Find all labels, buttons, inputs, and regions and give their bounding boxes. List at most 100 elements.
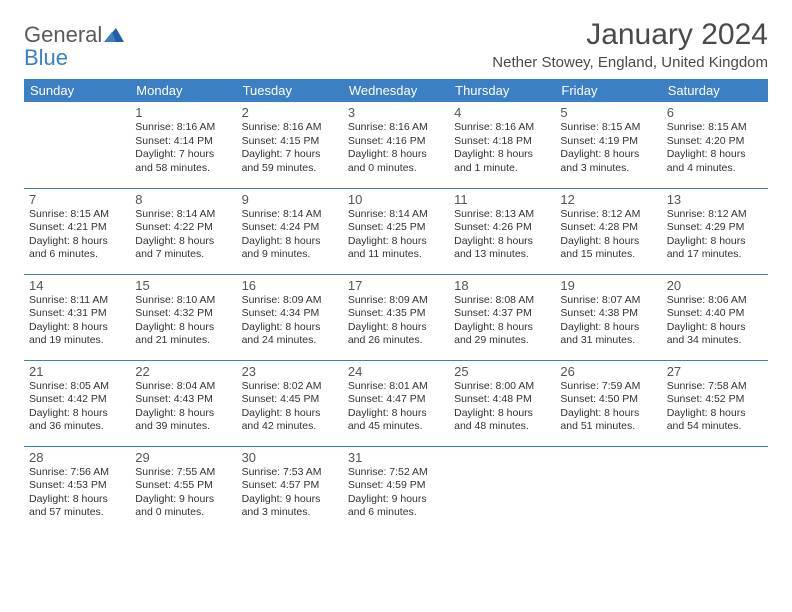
sunrise-text: Sunrise: 8:15 AM xyxy=(667,121,763,135)
brand-name-a: General xyxy=(24,22,102,47)
daylight-text: Daylight: 8 hours and 19 minutes. xyxy=(29,321,125,348)
sunrise-text: Sunrise: 8:06 AM xyxy=(667,294,763,308)
calendar-day-cell: 31Sunrise: 7:52 AMSunset: 4:59 PMDayligh… xyxy=(343,446,449,532)
day-header: Saturday xyxy=(662,79,768,102)
day-header: Monday xyxy=(130,79,236,102)
sunrise-text: Sunrise: 7:56 AM xyxy=(29,466,125,480)
sunrise-text: Sunrise: 8:16 AM xyxy=(348,121,444,135)
calendar-empty-cell xyxy=(555,446,661,532)
sunset-text: Sunset: 4:31 PM xyxy=(29,307,125,321)
sunset-text: Sunset: 4:24 PM xyxy=(242,221,338,235)
sunset-text: Sunset: 4:59 PM xyxy=(348,479,444,493)
day-info: Sunrise: 7:59 AMSunset: 4:50 PMDaylight:… xyxy=(560,380,656,435)
calendar-day-cell: 14Sunrise: 8:11 AMSunset: 4:31 PMDayligh… xyxy=(24,274,130,360)
calendar-week-row: 21Sunrise: 8:05 AMSunset: 4:42 PMDayligh… xyxy=(24,360,768,446)
calendar-day-cell: 6Sunrise: 8:15 AMSunset: 4:20 PMDaylight… xyxy=(662,102,768,188)
brand-logo: General Blue xyxy=(24,24,124,70)
sunrise-text: Sunrise: 7:58 AM xyxy=(667,380,763,394)
calendar-week-row: 28Sunrise: 7:56 AMSunset: 4:53 PMDayligh… xyxy=(24,446,768,532)
sunrise-text: Sunrise: 7:55 AM xyxy=(135,466,231,480)
day-info: Sunrise: 8:16 AMSunset: 4:15 PMDaylight:… xyxy=(242,121,338,176)
daylight-text: Daylight: 8 hours and 42 minutes. xyxy=(242,407,338,434)
daylight-text: Daylight: 8 hours and 13 minutes. xyxy=(454,235,550,262)
day-info: Sunrise: 7:52 AMSunset: 4:59 PMDaylight:… xyxy=(348,466,444,521)
day-info: Sunrise: 8:05 AMSunset: 4:42 PMDaylight:… xyxy=(29,380,125,435)
location-text: Nether Stowey, England, United Kingdom xyxy=(492,54,768,71)
day-info: Sunrise: 8:04 AMSunset: 4:43 PMDaylight:… xyxy=(135,380,231,435)
sunrise-text: Sunrise: 8:09 AM xyxy=(242,294,338,308)
daylight-text: Daylight: 8 hours and 48 minutes. xyxy=(454,407,550,434)
day-info: Sunrise: 7:55 AMSunset: 4:55 PMDaylight:… xyxy=(135,466,231,521)
sunrise-text: Sunrise: 8:16 AM xyxy=(454,121,550,135)
day-number: 5 xyxy=(560,105,656,120)
calendar-day-cell: 3Sunrise: 8:16 AMSunset: 4:16 PMDaylight… xyxy=(343,102,449,188)
day-number: 18 xyxy=(454,278,550,293)
calendar-day-cell: 5Sunrise: 8:15 AMSunset: 4:19 PMDaylight… xyxy=(555,102,661,188)
calendar-day-cell: 29Sunrise: 7:55 AMSunset: 4:55 PMDayligh… xyxy=(130,446,236,532)
daylight-text: Daylight: 9 hours and 0 minutes. xyxy=(135,493,231,520)
sunset-text: Sunset: 4:47 PM xyxy=(348,393,444,407)
sunrise-text: Sunrise: 8:02 AM xyxy=(242,380,338,394)
sunset-text: Sunset: 4:20 PM xyxy=(667,135,763,149)
day-number: 7 xyxy=(29,192,125,207)
sunrise-text: Sunrise: 8:12 AM xyxy=(560,208,656,222)
day-info: Sunrise: 7:58 AMSunset: 4:52 PMDaylight:… xyxy=(667,380,763,435)
sunrise-text: Sunrise: 8:04 AM xyxy=(135,380,231,394)
sunset-text: Sunset: 4:28 PM xyxy=(560,221,656,235)
daylight-text: Daylight: 9 hours and 6 minutes. xyxy=(348,493,444,520)
sunset-text: Sunset: 4:45 PM xyxy=(242,393,338,407)
day-info: Sunrise: 8:11 AMSunset: 4:31 PMDaylight:… xyxy=(29,294,125,349)
sunset-text: Sunset: 4:43 PM xyxy=(135,393,231,407)
calendar-week-row: 7Sunrise: 8:15 AMSunset: 4:21 PMDaylight… xyxy=(24,188,768,274)
day-info: Sunrise: 8:10 AMSunset: 4:32 PMDaylight:… xyxy=(135,294,231,349)
day-header: Thursday xyxy=(449,79,555,102)
calendar-day-cell: 15Sunrise: 8:10 AMSunset: 4:32 PMDayligh… xyxy=(130,274,236,360)
calendar-day-cell: 4Sunrise: 8:16 AMSunset: 4:18 PMDaylight… xyxy=(449,102,555,188)
day-number: 2 xyxy=(242,105,338,120)
day-info: Sunrise: 8:14 AMSunset: 4:25 PMDaylight:… xyxy=(348,208,444,263)
calendar-day-cell: 27Sunrise: 7:58 AMSunset: 4:52 PMDayligh… xyxy=(662,360,768,446)
day-number: 28 xyxy=(29,450,125,465)
daylight-text: Daylight: 8 hours and 6 minutes. xyxy=(29,235,125,262)
daylight-text: Daylight: 8 hours and 24 minutes. xyxy=(242,321,338,348)
day-info: Sunrise: 8:09 AMSunset: 4:34 PMDaylight:… xyxy=(242,294,338,349)
calendar-table: SundayMondayTuesdayWednesdayThursdayFrid… xyxy=(24,79,768,532)
sunrise-text: Sunrise: 8:14 AM xyxy=(135,208,231,222)
day-info: Sunrise: 7:53 AMSunset: 4:57 PMDaylight:… xyxy=(242,466,338,521)
sunrise-text: Sunrise: 8:08 AM xyxy=(454,294,550,308)
day-info: Sunrise: 8:09 AMSunset: 4:35 PMDaylight:… xyxy=(348,294,444,349)
day-number: 22 xyxy=(135,364,231,379)
sunset-text: Sunset: 4:52 PM xyxy=(667,393,763,407)
day-number: 30 xyxy=(242,450,338,465)
calendar-body: 1Sunrise: 8:16 AMSunset: 4:14 PMDaylight… xyxy=(24,102,768,532)
sunrise-text: Sunrise: 8:01 AM xyxy=(348,380,444,394)
daylight-text: Daylight: 8 hours and 7 minutes. xyxy=(135,235,231,262)
day-info: Sunrise: 7:56 AMSunset: 4:53 PMDaylight:… xyxy=(29,466,125,521)
day-info: Sunrise: 8:02 AMSunset: 4:45 PMDaylight:… xyxy=(242,380,338,435)
daylight-text: Daylight: 8 hours and 45 minutes. xyxy=(348,407,444,434)
day-number: 26 xyxy=(560,364,656,379)
daylight-text: Daylight: 8 hours and 4 minutes. xyxy=(667,148,763,175)
day-info: Sunrise: 8:14 AMSunset: 4:24 PMDaylight:… xyxy=(242,208,338,263)
day-header: Wednesday xyxy=(343,79,449,102)
daylight-text: Daylight: 8 hours and 1 minute. xyxy=(454,148,550,175)
daylight-text: Daylight: 7 hours and 59 minutes. xyxy=(242,148,338,175)
day-info: Sunrise: 8:15 AMSunset: 4:20 PMDaylight:… xyxy=(667,121,763,176)
calendar-empty-cell xyxy=(449,446,555,532)
calendar-day-cell: 18Sunrise: 8:08 AMSunset: 4:37 PMDayligh… xyxy=(449,274,555,360)
daylight-text: Daylight: 8 hours and 31 minutes. xyxy=(560,321,656,348)
calendar-day-cell: 12Sunrise: 8:12 AMSunset: 4:28 PMDayligh… xyxy=(555,188,661,274)
day-header: Friday xyxy=(555,79,661,102)
day-info: Sunrise: 8:16 AMSunset: 4:16 PMDaylight:… xyxy=(348,121,444,176)
calendar-day-cell: 8Sunrise: 8:14 AMSunset: 4:22 PMDaylight… xyxy=(130,188,236,274)
sunrise-text: Sunrise: 8:07 AM xyxy=(560,294,656,308)
daylight-text: Daylight: 8 hours and 17 minutes. xyxy=(667,235,763,262)
day-info: Sunrise: 8:16 AMSunset: 4:14 PMDaylight:… xyxy=(135,121,231,176)
sunset-text: Sunset: 4:15 PM xyxy=(242,135,338,149)
calendar-day-cell: 20Sunrise: 8:06 AMSunset: 4:40 PMDayligh… xyxy=(662,274,768,360)
sunrise-text: Sunrise: 8:12 AM xyxy=(667,208,763,222)
sunrise-text: Sunrise: 8:11 AM xyxy=(29,294,125,308)
day-info: Sunrise: 8:15 AMSunset: 4:21 PMDaylight:… xyxy=(29,208,125,263)
calendar-day-cell: 13Sunrise: 8:12 AMSunset: 4:29 PMDayligh… xyxy=(662,188,768,274)
sunrise-text: Sunrise: 7:53 AM xyxy=(242,466,338,480)
